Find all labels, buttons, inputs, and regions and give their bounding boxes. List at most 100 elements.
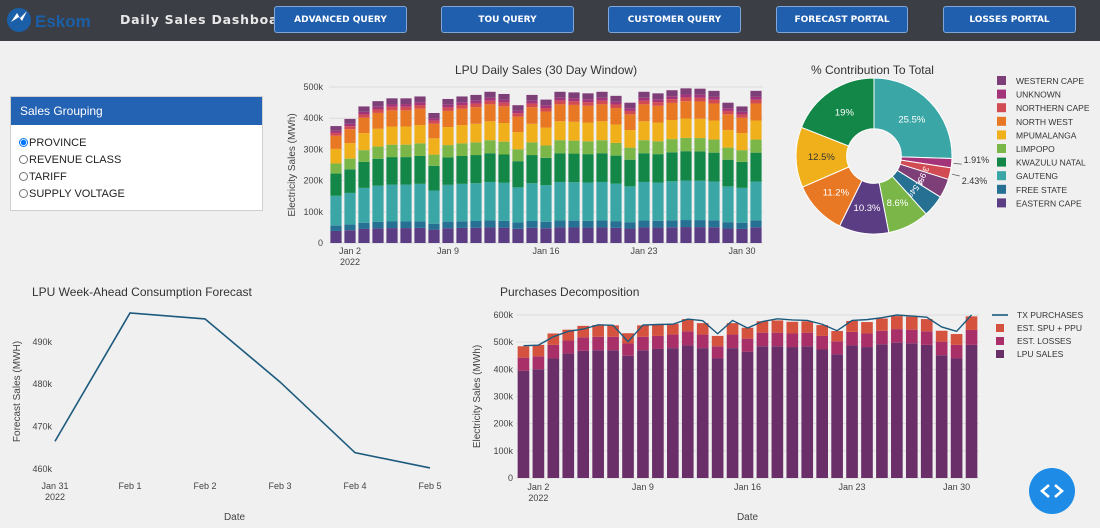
bar-segment xyxy=(726,334,739,349)
bar-segment xyxy=(610,95,622,102)
bar-segment xyxy=(694,220,706,228)
bar-segment xyxy=(442,127,454,146)
bar-segment xyxy=(428,138,440,155)
bar-segment xyxy=(708,90,720,97)
bar-segment xyxy=(386,144,398,158)
x-tick-year: 2022 xyxy=(528,493,548,503)
bar-segment xyxy=(638,104,650,122)
province-radio[interactable] xyxy=(19,138,28,147)
y-tick-label: 300k xyxy=(493,392,513,402)
revenue-class-radio[interactable] xyxy=(19,155,28,164)
bar-segment xyxy=(680,88,692,95)
bar-segment xyxy=(562,353,575,478)
bar-segment xyxy=(696,334,709,349)
bar-segment xyxy=(592,350,604,478)
x-tick-label: Feb 2 xyxy=(193,481,216,491)
bar-segment xyxy=(540,228,552,243)
bar-segment xyxy=(512,187,524,223)
bar-segment xyxy=(386,184,398,222)
y-tick-label: 500k xyxy=(493,337,513,347)
pie-label: 2.43% xyxy=(962,176,988,186)
legend-swatch xyxy=(997,184,1006,194)
bar-segment xyxy=(554,153,566,182)
bar-segment xyxy=(372,112,384,129)
bar-segment xyxy=(771,320,784,333)
bar-segment xyxy=(680,101,692,119)
bar-segment xyxy=(484,181,496,221)
bar-segment xyxy=(386,157,398,185)
bar-segment xyxy=(696,323,709,335)
bar-segment xyxy=(577,325,590,338)
legend-swatch xyxy=(997,171,1006,181)
legend-swatch xyxy=(997,198,1006,208)
nav-forecast-portal-button[interactable]: FORECAST PORTAL xyxy=(776,6,908,33)
bar-segment xyxy=(638,121,650,141)
bar-segment xyxy=(610,124,622,143)
bar-segment xyxy=(741,327,754,339)
tariff-radio[interactable] xyxy=(19,172,28,181)
bar-segment xyxy=(554,181,566,221)
option-province[interactable]: PROVINCE xyxy=(11,134,262,151)
bar-segment xyxy=(741,351,754,478)
legend-swatch xyxy=(997,157,1006,167)
bar-segment xyxy=(610,142,622,156)
x-axis-title: Date xyxy=(224,512,246,523)
bar-segment xyxy=(484,91,496,98)
bar-segment xyxy=(562,340,575,354)
x-tick-label: Jan 23 xyxy=(630,246,657,256)
legend-swatch xyxy=(997,103,1006,113)
bar-segment xyxy=(786,321,799,334)
code-toggle-button[interactable] xyxy=(1029,468,1075,514)
x-tick-label: Jan 31 xyxy=(41,481,68,491)
bar-segment xyxy=(622,355,634,478)
bar-segment xyxy=(484,97,496,101)
bar-segment xyxy=(498,123,510,142)
bar-segment xyxy=(596,104,608,122)
bar-segment xyxy=(801,332,814,347)
purchases-title: Purchases Decomposition xyxy=(500,285,640,299)
bar-segment xyxy=(666,227,678,243)
bar-segment xyxy=(596,97,608,101)
bar-segment xyxy=(400,157,412,185)
bar-segment xyxy=(610,101,622,105)
nav-advanced-query-button[interactable]: ADVANCED QUERY xyxy=(274,6,407,33)
bar-segment xyxy=(568,182,580,221)
y-tick-label: 480k xyxy=(32,379,52,389)
bar-segment xyxy=(540,127,552,146)
bar-segment xyxy=(344,123,356,127)
bar-segment xyxy=(831,354,843,478)
option-tariff[interactable]: TARIFF xyxy=(11,168,262,185)
bar-segment xyxy=(372,109,384,113)
bar-segment xyxy=(330,163,342,174)
bar-segment xyxy=(470,103,482,108)
bar-segment xyxy=(736,222,748,229)
bar-segment xyxy=(750,139,762,153)
nav-losses-portal-button[interactable]: LOSSES PORTAL xyxy=(943,6,1076,33)
x-axis-title: Date xyxy=(737,512,759,523)
bar-segment xyxy=(386,98,398,105)
y-tick-label: 200k xyxy=(493,419,513,429)
bar-segment xyxy=(562,329,575,341)
bar-segment xyxy=(624,222,636,229)
bar-segment xyxy=(622,343,634,356)
option-revenue-class[interactable]: REVENUE CLASS xyxy=(11,151,262,168)
bar-segment xyxy=(470,123,482,143)
contribution-pie-chart: 25.5%1.91%2.43%3.95%4.54%8.6%10.3%11.2%1… xyxy=(795,76,1090,235)
bar-segment xyxy=(846,320,858,332)
nav-tou-query-button[interactable]: TOU QUERY xyxy=(441,6,574,33)
bar-segment xyxy=(484,104,496,122)
x-tick-label: Jan 30 xyxy=(728,246,755,256)
bar-segment xyxy=(607,350,619,478)
bar-segment xyxy=(512,222,524,229)
x-tick-label: Jan 23 xyxy=(839,482,866,492)
nav-customer-query-button[interactable]: CUSTOMER QUERY xyxy=(608,6,741,33)
bar-segment xyxy=(344,192,356,225)
forecast-line xyxy=(54,312,431,469)
bar-segment xyxy=(526,221,538,228)
bar-segment xyxy=(607,325,619,337)
legend-label: EST. LOSSES xyxy=(1017,336,1072,346)
option-supply-voltage[interactable]: SUPPLY VOLTAGE xyxy=(11,185,262,202)
supply-voltage-radio[interactable] xyxy=(19,189,28,198)
bar-segment xyxy=(498,141,510,155)
